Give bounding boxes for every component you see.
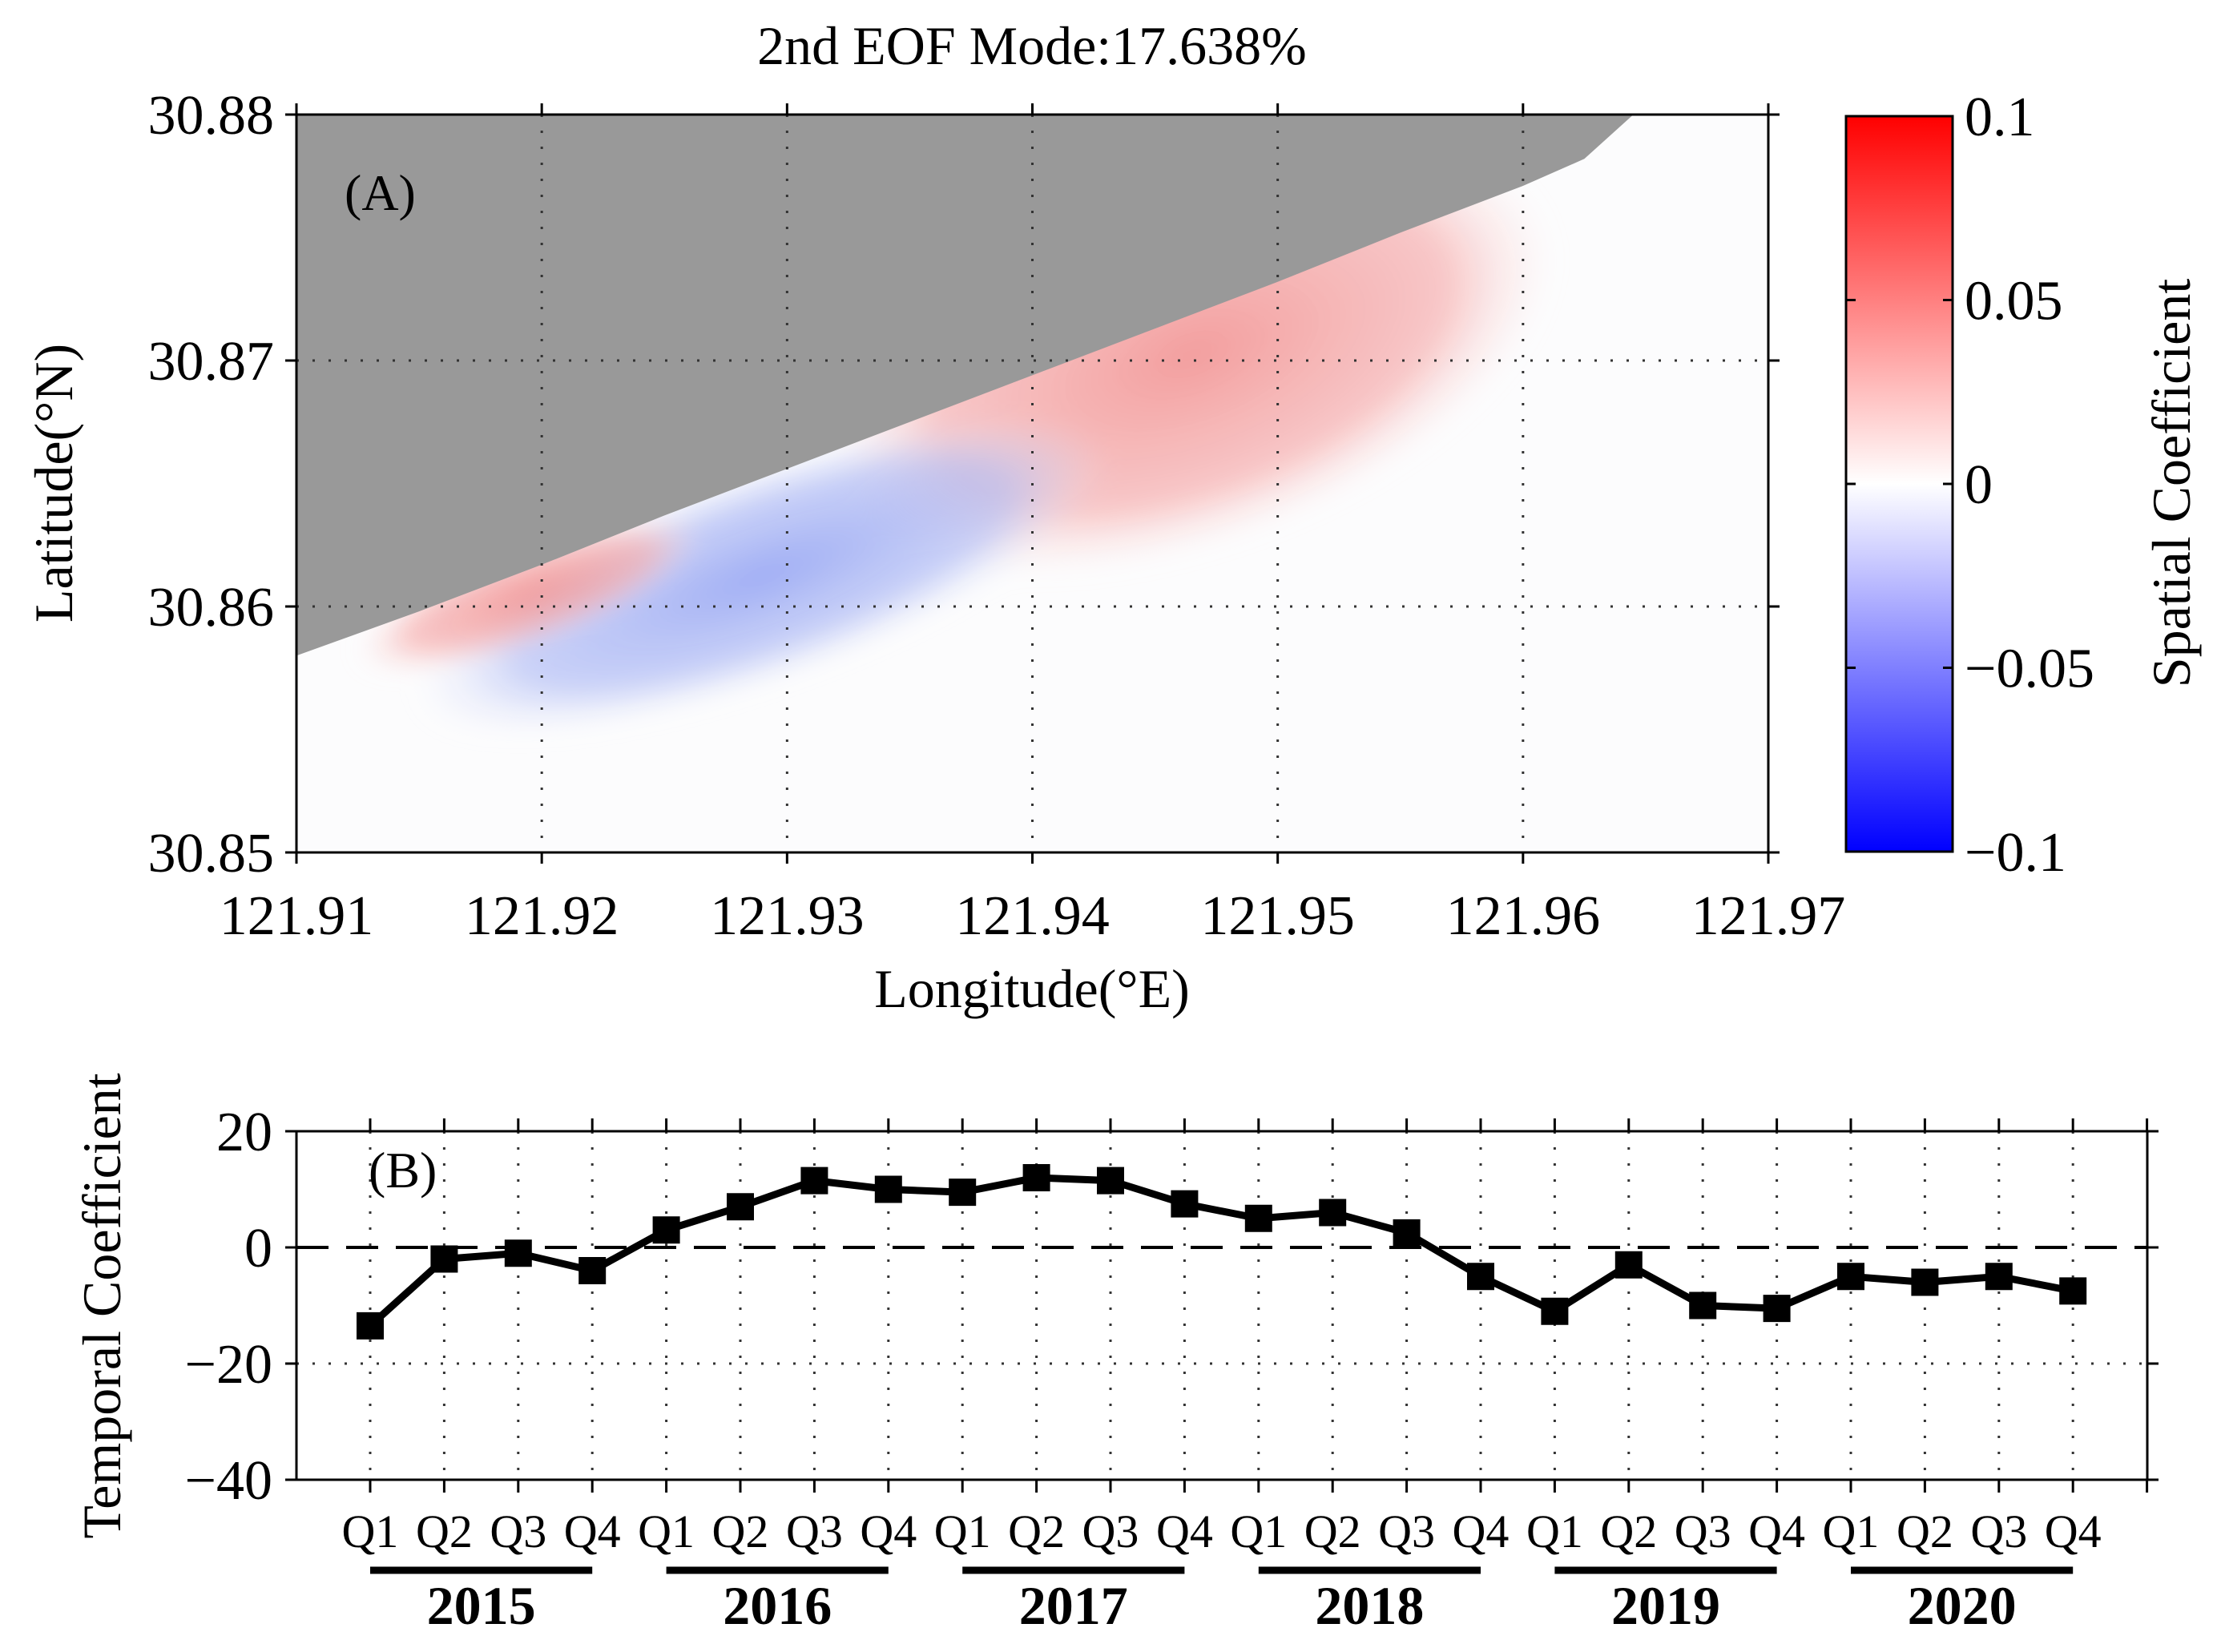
temporal-coefficient-markers — [357, 1164, 2087, 1340]
data-point-marker — [1244, 1204, 1272, 1232]
panel-a-grid — [296, 115, 1768, 852]
data-point-marker — [504, 1239, 532, 1267]
panel-b-ticks: 20 0 −20 −40 — [185, 1102, 2159, 1512]
quarter-label: Q3 — [1970, 1505, 2027, 1557]
colorbar-label: Spatial Coefficient — [2141, 279, 2202, 688]
data-point-marker — [357, 1312, 384, 1340]
data-point-marker — [1541, 1297, 1569, 1325]
data-point-marker — [1614, 1251, 1643, 1279]
year-label: 2018 — [1315, 1575, 1424, 1636]
data-point-marker — [800, 1166, 828, 1195]
y-tick-label: 0 — [244, 1218, 272, 1279]
x-tick-label: 121.97 — [1691, 885, 1846, 947]
quarter-labels: Q1 Q2 Q3 Q4 Q1 Q2 Q3 Q4 Q1 Q2 Q3 Q4 Q1 Q2 Q3 Q4 Q1 Q2 Q3 Q4… — [342, 1505, 2102, 1557]
x-tick-label: 121.93 — [710, 885, 865, 947]
data-point-marker — [1171, 1190, 1199, 1218]
coefficient-region-negative — [414, 416, 1111, 735]
x-tick-label: 121.91 — [220, 885, 374, 947]
quarter-label: Q3 — [786, 1505, 843, 1557]
panel-a-y-axis-label: Latitude(°N) — [23, 344, 84, 623]
data-point-marker — [1097, 1166, 1124, 1195]
quarter-label: Q1 — [1230, 1505, 1287, 1557]
data-point-marker — [1689, 1291, 1717, 1320]
year-label: 2017 — [1019, 1575, 1128, 1636]
data-point-marker — [1763, 1295, 1791, 1323]
data-point-marker — [652, 1216, 680, 1244]
data-point-marker — [1837, 1263, 1864, 1291]
data-point-marker — [727, 1193, 754, 1221]
colorbar: 0.1 0.05 0 −0.05 −0.1 Spatial Coefficient — [1844, 87, 2202, 884]
y-tick-label: 30.88 — [148, 85, 275, 147]
quarter-label: Q3 — [490, 1505, 546, 1557]
quarter-label: Q4 — [860, 1505, 917, 1557]
panel-b-label: (B) — [369, 1142, 437, 1199]
panel-a-spatial-map: 2nd EOF Mode:17.638% 121.91 121.92 121.93 1… — [23, 15, 2202, 1019]
data-point-marker — [1467, 1263, 1494, 1291]
quarter-label: Q2 — [416, 1505, 473, 1557]
quarter-label: Q4 — [564, 1505, 621, 1557]
data-point-marker — [578, 1257, 607, 1284]
colorbar-gradient — [1844, 115, 1954, 853]
panel-b-y-axis-label: Temporal Coefficient — [71, 1073, 132, 1538]
panel-b-temporal-series: 200−20−40 (B) Temporal Coefficient Q1 Q2 Q… — [71, 1073, 2159, 1636]
colorbar-tick-label: 0 — [1965, 454, 1993, 516]
year-label: 2015 — [427, 1575, 536, 1636]
panel-a-label: (A) — [345, 164, 416, 221]
data-point-marker — [1022, 1164, 1050, 1191]
x-tick-label: 121.95 — [1200, 885, 1355, 947]
data-point-marker — [2059, 1277, 2087, 1305]
colorbar-tick-label: −0.1 — [1965, 822, 2066, 884]
y-tick-label: 30.85 — [148, 823, 275, 884]
coefficient-region-positive — [356, 516, 703, 673]
data-point-marker — [949, 1179, 977, 1207]
panel-a-ticks: 121.91 121.92 121.93 121.94 121.95 121.96 121.… — [148, 85, 1846, 947]
quarter-label: Q2 — [1897, 1505, 1953, 1557]
year-label: 2019 — [1611, 1575, 1720, 1636]
data-point-marker — [430, 1245, 458, 1273]
quarter-label: Q1 — [1823, 1505, 1880, 1557]
colorbar-ticks: 0.1 0.05 0 −0.05 −0.1 — [1846, 87, 2094, 884]
x-tick-label: 121.96 — [1446, 885, 1601, 947]
quarter-label: Q4 — [1156, 1505, 1213, 1557]
colorbar-tick-label: 0.1 — [1965, 87, 2035, 148]
panel-b-frame — [295, 1130, 2149, 1481]
y-tick-label: 20 — [216, 1102, 272, 1163]
quarter-label: Q4 — [1453, 1505, 1510, 1557]
data-point-marker — [1911, 1268, 1939, 1296]
panel-b-grid — [296, 1131, 2147, 1480]
y-tick-label: −40 — [185, 1450, 272, 1512]
quarter-label: Q2 — [1008, 1505, 1065, 1557]
y-tick-label: 30.86 — [148, 577, 275, 639]
quarter-label: Q1 — [934, 1505, 991, 1557]
quarter-label: Q3 — [1378, 1505, 1435, 1557]
colorbar-tick-label: 0.05 — [1965, 271, 2063, 332]
land-mask — [296, 115, 1634, 656]
data-point-marker — [1393, 1219, 1421, 1247]
data-point-marker — [1985, 1263, 2013, 1291]
year-groups: 2015 2016 2017 2018 2019 2020 — [370, 1566, 2074, 1636]
quarter-label: Q1 — [638, 1505, 695, 1557]
quarter-label: Q2 — [1304, 1505, 1361, 1557]
data-point-marker — [874, 1175, 902, 1203]
data-point-marker — [1319, 1199, 1347, 1227]
temporal-coefficient-line — [367, 1174, 2074, 1329]
panel-a-title: 2nd EOF Mode:17.638% — [757, 15, 1307, 76]
x-tick-label: 121.94 — [955, 885, 1110, 947]
quarter-label: Q4 — [2045, 1505, 2102, 1557]
quarter-label: Q3 — [1675, 1505, 1731, 1557]
year-label: 2016 — [723, 1575, 832, 1636]
quarter-label: Q2 — [1600, 1505, 1657, 1557]
colorbar-tick-label: −0.05 — [1965, 639, 2094, 700]
year-label: 2020 — [1908, 1575, 2017, 1636]
y-tick-label: −20 — [185, 1334, 272, 1396]
quarter-label: Q2 — [712, 1505, 769, 1557]
quarter-label: Q4 — [1748, 1505, 1805, 1557]
quarter-label: Q3 — [1082, 1505, 1139, 1557]
panel-a-x-axis-label: Longitude(°E) — [874, 958, 1190, 1019]
quarter-label: Q1 — [1526, 1505, 1583, 1557]
x-tick-label: 121.92 — [465, 885, 619, 947]
y-tick-label: 30.87 — [148, 331, 275, 393]
quarter-label: Q1 — [342, 1505, 399, 1557]
